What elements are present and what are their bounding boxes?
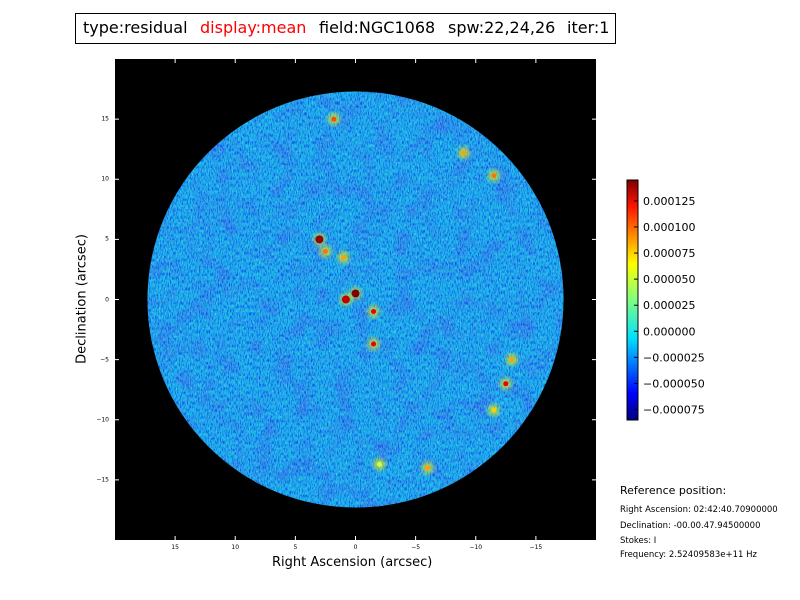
y-tick-label: −15 — [96, 476, 109, 484]
emission-feature — [340, 254, 346, 260]
y-tick-label: 10 — [101, 175, 109, 183]
plot-title: type:residual display:mean field:NGC1068… — [75, 13, 616, 44]
y-tick-label: −10 — [96, 416, 109, 424]
x-axis-label: Right Ascension (arcsec) — [272, 555, 433, 570]
x-tick-label: 15 — [171, 544, 179, 551]
emission-feature — [509, 357, 515, 363]
reference-ra: Right Ascension: 02:42:40.70900000 — [620, 505, 778, 515]
reference-frequency: Frequency: 2.52409583e+11 Hz — [620, 550, 757, 560]
title-spw: spw:22,24,26 — [448, 18, 556, 37]
emission-feature — [491, 173, 497, 179]
y-tick-label: −5 — [100, 356, 109, 364]
colorbar-tick-label: −0.000050 — [643, 377, 705, 390]
emission-feature — [331, 116, 337, 122]
colorbar-ticks: 0.000125 0.000100 0.000075 0.000050 0.000025… — [634, 195, 705, 417]
emission-feature — [461, 150, 467, 156]
title-iter: iter:1 — [567, 18, 610, 37]
reference-heading: Reference position: — [620, 484, 727, 497]
colorbar-tick-label: 0.000000 — [643, 325, 696, 338]
emission-feature — [322, 248, 328, 254]
reference-dec: Declination: -00.00.47.94500000 — [620, 521, 761, 531]
emission-feature — [425, 465, 431, 471]
emission-features — [310, 110, 521, 477]
image-plot-svg — [115, 59, 596, 540]
colorbar-tick-label: 0.000100 — [643, 221, 696, 234]
emission-feature — [341, 295, 350, 304]
reference-stokes: Stokes: I — [620, 536, 657, 546]
y-tick-label: 5 — [105, 235, 109, 243]
x-tick-label: 0 — [353, 544, 358, 551]
x-tick-label: 10 — [231, 544, 240, 551]
colorbar-tick-label: −0.000025 — [643, 351, 705, 364]
y-tick-label: 15 — [101, 115, 109, 123]
colorbar-tick-label: 0.000125 — [643, 195, 696, 208]
image-plot[interactable] — [115, 59, 596, 540]
x-ticks — [174, 59, 537, 540]
y-tick-label: 0 — [105, 296, 109, 303]
x-tick-label: 5 — [293, 544, 298, 551]
emission-feature — [491, 407, 497, 413]
emission-feature — [371, 341, 377, 347]
x-tick-label: −5 — [411, 544, 421, 551]
emission-feature — [371, 309, 377, 315]
x-tick-label: −10 — [469, 544, 483, 551]
colorbar-tick-label: 0.000050 — [643, 273, 696, 286]
title-type: type:residual — [83, 18, 188, 37]
title-field: field:NGC1068 — [319, 18, 436, 37]
x-tick-label: −15 — [529, 544, 543, 551]
y-ticks — [115, 118, 596, 481]
emission-feature — [503, 381, 509, 387]
image-disk — [147, 91, 564, 508]
title-display: display:mean — [200, 18, 307, 37]
colorbar-tick-label: 0.000075 — [643, 247, 696, 260]
emission-feature — [315, 235, 324, 244]
colorbar-tick-label: 0.000025 — [643, 299, 696, 312]
colorbar: 0.000125 0.000100 0.000075 0.000050 0.000025… — [626, 179, 705, 421]
colorbar-tick-label: −0.000075 — [643, 404, 705, 417]
colorbar-gradient — [626, 179, 639, 421]
emission-feature — [377, 461, 383, 467]
